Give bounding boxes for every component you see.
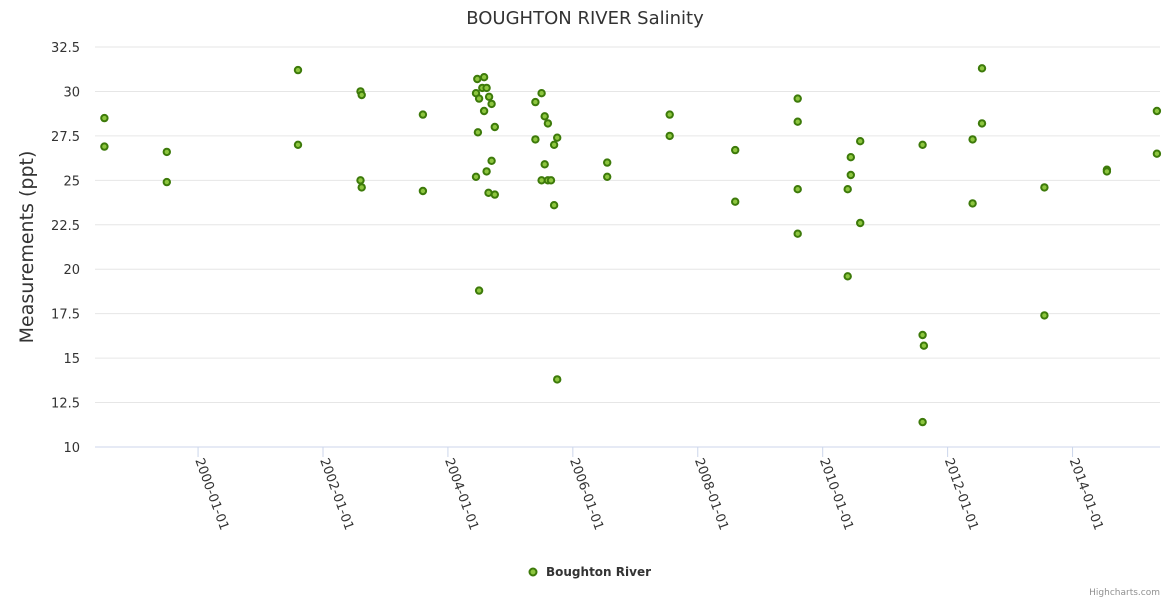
- data-point[interactable]: [977, 119, 987, 128]
- x-tick-label: 2004-01-01: [441, 456, 481, 532]
- data-point[interactable]: [843, 185, 852, 194]
- data-point[interactable]: [665, 131, 674, 141]
- data-point[interactable]: [731, 145, 740, 155]
- legend[interactable]: Boughton River: [528, 565, 652, 579]
- data-point[interactable]: [918, 330, 927, 340]
- data-point[interactable]: [479, 73, 489, 82]
- data-point[interactable]: [1152, 149, 1162, 158]
- y-tick-label: 12.5: [51, 397, 80, 412]
- data-point[interactable]: [549, 140, 559, 150]
- x-tick-label: 2012-01-01: [941, 456, 981, 532]
- data-point[interactable]: [471, 172, 481, 182]
- data-point[interactable]: [357, 183, 366, 192]
- data-point[interactable]: [553, 375, 562, 384]
- x-tick-label: 2002-01-01: [316, 456, 356, 532]
- data-point[interactable]: [418, 110, 428, 119]
- y-tick-label: 17.5: [51, 308, 80, 323]
- y-axis: 10 12.5 15 17.5 20 22.5 25 27.5 30 32.5: [51, 41, 80, 456]
- y-tick-label: 15: [63, 352, 80, 367]
- data-point[interactable]: [918, 140, 927, 150]
- data-point[interactable]: [977, 64, 987, 73]
- chart-title: BOUGHTON RIVER Salinity: [466, 8, 704, 29]
- data-point[interactable]: [418, 186, 428, 196]
- data-point[interactable]: [162, 147, 172, 157]
- data-point[interactable]: [473, 74, 482, 84]
- data-point[interactable]: [490, 190, 499, 199]
- y-tick-label: 27.5: [51, 130, 80, 145]
- x-tick-label: 2000-01-01: [191, 456, 231, 532]
- legend-marker[interactable]: [528, 567, 538, 577]
- data-point[interactable]: [531, 97, 540, 107]
- data-point[interactable]: [482, 83, 491, 93]
- y-axis-label: Measurements (ppt): [16, 151, 38, 344]
- data-point[interactable]: [793, 94, 802, 103]
- legend-item-boughton-river[interactable]: Boughton River: [546, 565, 651, 579]
- data-point[interactable]: [1152, 106, 1162, 116]
- data-point[interactable]: [1102, 167, 1112, 176]
- data-point[interactable]: [793, 117, 802, 126]
- credits-link[interactable]: Highcharts.com: [1089, 588, 1160, 598]
- data-point[interactable]: [549, 201, 559, 210]
- data-point[interactable]: [919, 341, 929, 350]
- data-point[interactable]: [793, 185, 802, 194]
- data-point[interactable]: [793, 229, 802, 238]
- data-point[interactable]: [531, 135, 540, 144]
- x-tick-label: 2014-01-01: [1066, 456, 1106, 532]
- data-point[interactable]: [474, 286, 484, 295]
- data-point[interactable]: [603, 172, 612, 182]
- data-point[interactable]: [490, 122, 499, 132]
- data-point[interactable]: [540, 160, 549, 169]
- data-point[interactable]: [100, 142, 109, 151]
- y-tick-label: 22.5: [51, 219, 80, 234]
- data-point[interactable]: [293, 140, 303, 150]
- data-point[interactable]: [479, 106, 489, 116]
- y-tick-label: 20: [63, 263, 80, 278]
- y-tick-label: 25: [63, 174, 80, 189]
- data-point[interactable]: [918, 417, 927, 427]
- data-point[interactable]: [843, 272, 852, 281]
- x-tick-label: 2008-01-01: [691, 456, 731, 532]
- data-point[interactable]: [1040, 183, 1049, 192]
- y-tick-label: 30: [63, 85, 80, 100]
- data-point[interactable]: [846, 170, 855, 180]
- data-point[interactable]: [484, 92, 494, 102]
- data-point[interactable]: [546, 176, 556, 185]
- data-point[interactable]: [293, 65, 303, 75]
- data-point[interactable]: [482, 167, 491, 176]
- data-point[interactable]: [856, 137, 865, 146]
- data-point[interactable]: [543, 119, 553, 128]
- data-point[interactable]: [357, 90, 366, 100]
- x-tick-label: 2006-01-01: [566, 456, 606, 532]
- data-point[interactable]: [474, 94, 484, 103]
- data-point[interactable]: [100, 113, 109, 123]
- data-point[interactable]: [537, 89, 546, 98]
- series-boughton-river[interactable]: [100, 64, 1162, 427]
- data-point[interactable]: [846, 153, 855, 162]
- data-point[interactable]: [473, 128, 483, 137]
- y-tick-label: 10: [63, 441, 80, 456]
- data-point[interactable]: [968, 135, 977, 144]
- data-point[interactable]: [540, 112, 549, 121]
- y-tick-label: 32.5: [51, 41, 80, 56]
- data-point[interactable]: [1040, 311, 1049, 320]
- data-point[interactable]: [162, 177, 172, 187]
- data-point[interactable]: [731, 197, 740, 206]
- data-point[interactable]: [856, 218, 865, 228]
- x-tick-label: 2010-01-01: [816, 456, 856, 532]
- data-point[interactable]: [603, 158, 612, 167]
- data-point[interactable]: [487, 99, 496, 109]
- data-point[interactable]: [968, 199, 977, 208]
- data-point[interactable]: [553, 133, 562, 142]
- gridlines: [95, 46, 1160, 404]
- data-point[interactable]: [356, 176, 365, 185]
- data-point[interactable]: [665, 110, 674, 119]
- data-point[interactable]: [487, 156, 496, 166]
- x-axis: 2000-01-01 2002-01-01 2004-01-01 2006-01-01…: [191, 447, 1106, 532]
